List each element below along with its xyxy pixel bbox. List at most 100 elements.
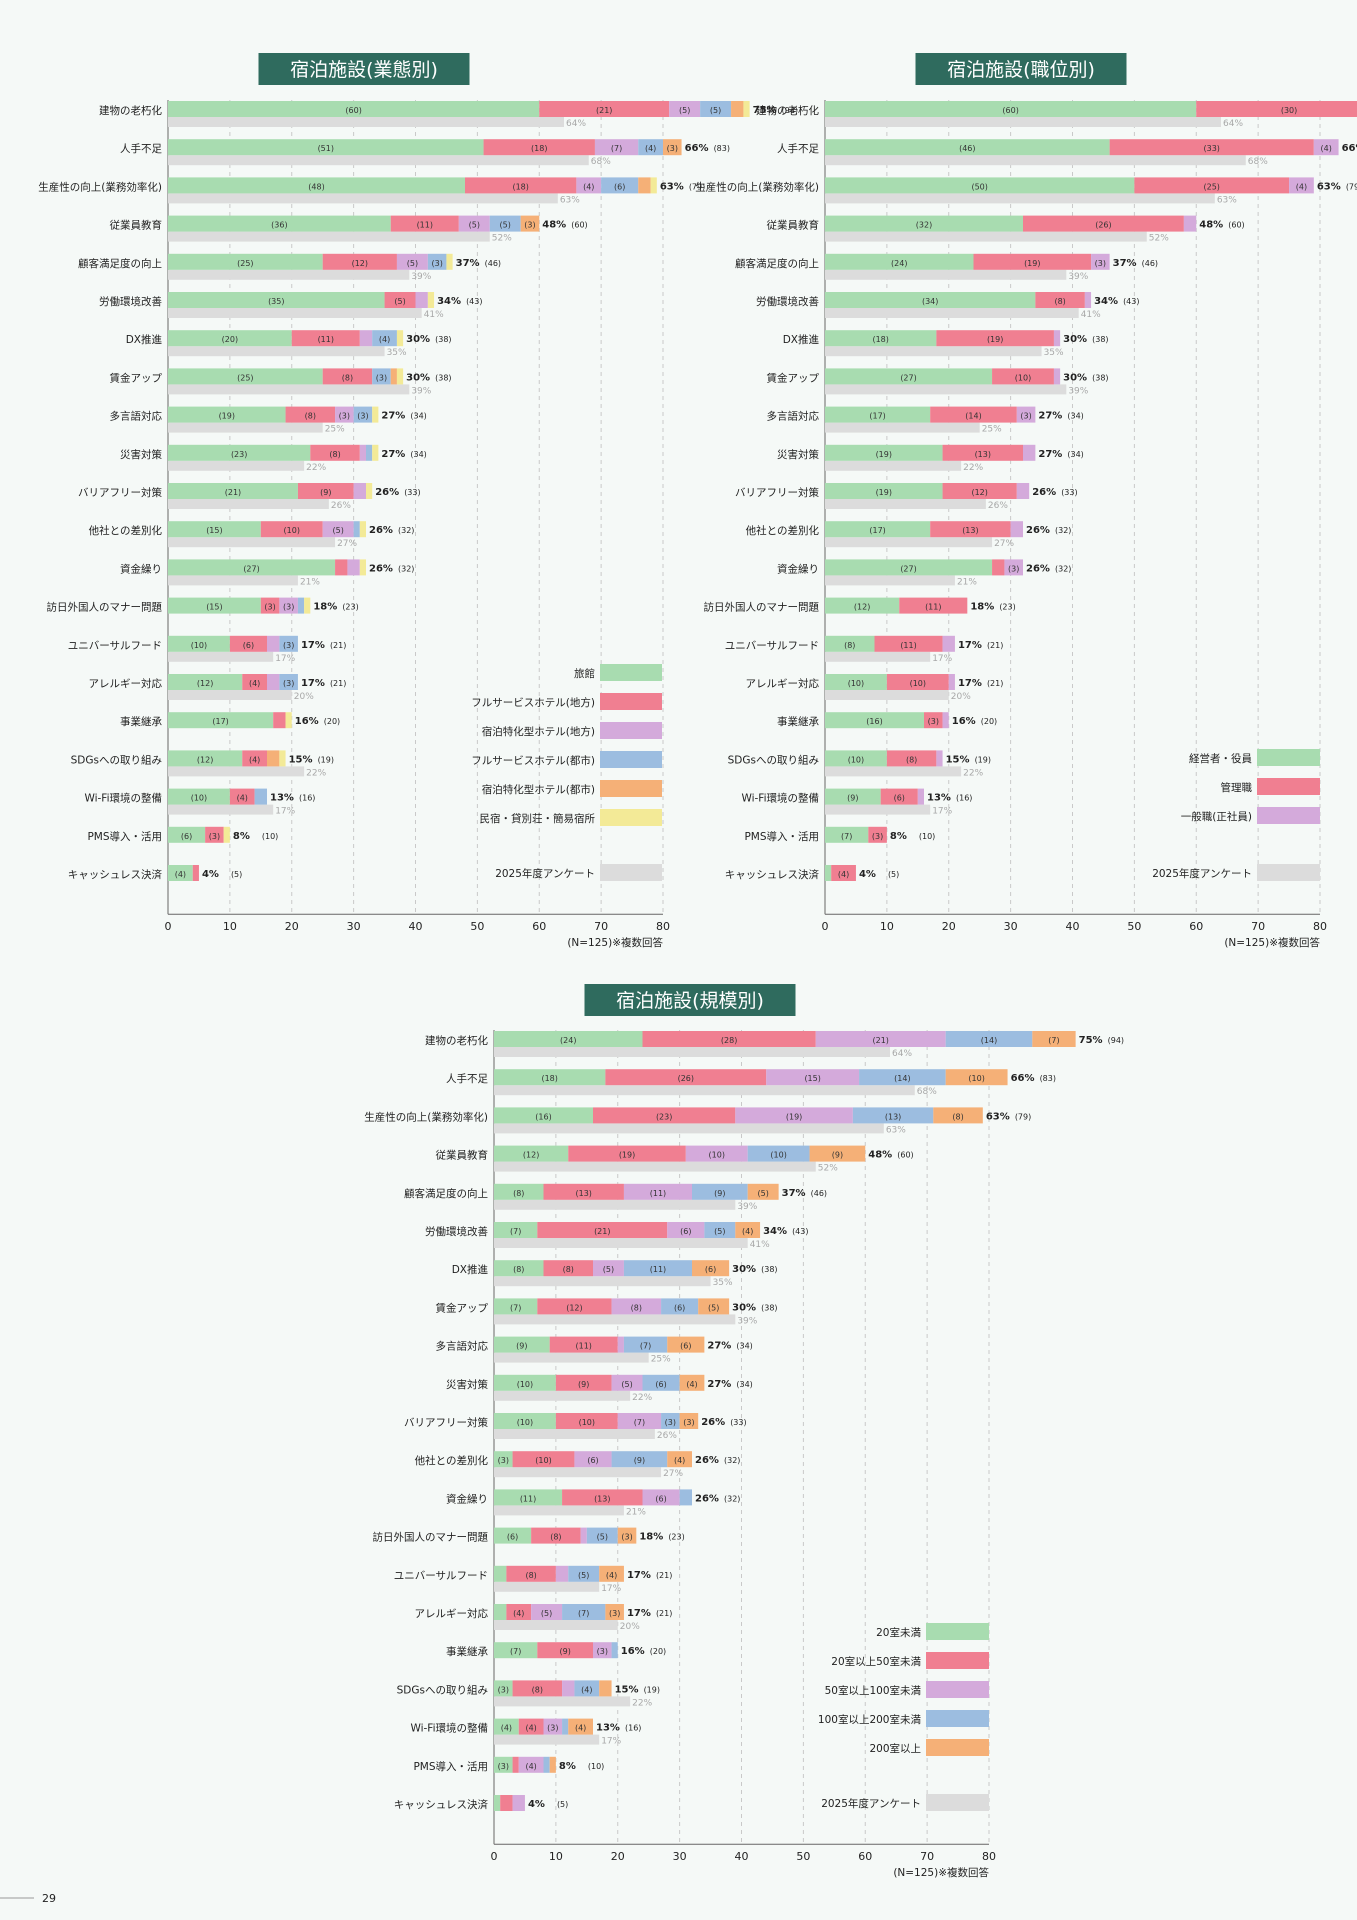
category-label: 建物の老朽化 — [425, 1034, 488, 1047]
prev-year-label: 25% — [325, 425, 345, 435]
segment-value-label: (4) — [175, 870, 186, 879]
bar-segment — [747, 1183, 779, 1200]
prev-year-label: 39% — [737, 1316, 757, 1326]
segment-value-label: (5) — [469, 221, 480, 230]
segment-value-label: (4) — [674, 1456, 685, 1465]
prev-year-bar — [825, 269, 1067, 280]
total-count-label: (32) — [398, 526, 414, 535]
prev-year-bar — [825, 346, 1042, 357]
prev-year-bar — [168, 231, 490, 242]
category-label: 多言語対応 — [767, 410, 820, 423]
bar-segment — [168, 406, 286, 423]
bar-segment — [168, 215, 391, 232]
segment-value-label: (12) — [352, 259, 368, 268]
bar-segment — [267, 750, 280, 767]
total-percent-label: 30% — [732, 1302, 756, 1313]
segment-value-label: (27) — [900, 564, 916, 573]
bar-segment — [494, 1222, 538, 1238]
bar-segment — [692, 1260, 730, 1277]
segment-value-label: (4) — [581, 1685, 592, 1694]
total-count-label: (32) — [1055, 564, 1071, 573]
prev-year-label: 39% — [411, 272, 431, 282]
bar-segment — [704, 1222, 736, 1238]
legend-swatch — [600, 751, 662, 768]
prev-year-bar — [168, 117, 564, 127]
total-count-label: (33) — [404, 488, 420, 497]
bar-segment — [543, 1756, 550, 1773]
bar-segment — [663, 139, 682, 156]
bar-segment — [353, 483, 366, 499]
chart-note: (N=125)※複数回答 — [1224, 936, 1320, 949]
bar-segment — [372, 406, 379, 423]
segment-value-label: (18) — [541, 1074, 557, 1083]
bar-segment — [500, 1795, 513, 1811]
total-count-label: (79) — [689, 182, 705, 191]
bar-segment — [580, 1527, 587, 1544]
category-label: 顧客満足度の向上 — [404, 1187, 488, 1200]
total-percent-label: 17% — [627, 1608, 651, 1619]
total-count-label: (46) — [811, 1189, 827, 1198]
bar-segment — [825, 712, 924, 729]
prev-year-label: 63% — [1217, 195, 1237, 205]
category-label: ユニバーサルフード — [394, 1570, 488, 1582]
segment-value-label: (13) — [576, 1189, 592, 1198]
bar-segment — [669, 101, 701, 117]
segment-value-label: (3) — [667, 144, 678, 153]
prev-year-bar — [168, 651, 274, 662]
segment-value-label: (3) — [547, 1724, 558, 1733]
bar-segment — [543, 1718, 563, 1735]
bar-segment — [747, 1145, 810, 1162]
segment-value-label: (10) — [579, 1418, 595, 1427]
segment-value-label: (10) — [191, 641, 207, 650]
prev-year-label: 26% — [331, 501, 351, 511]
segment-value-label: (8) — [513, 1265, 524, 1274]
prev-year-label: 64% — [1223, 119, 1243, 129]
legend-label: フルサービスホテル(地方) — [471, 696, 595, 709]
bar-segment — [254, 788, 267, 805]
bar-segment — [899, 597, 968, 614]
segment-value-label: (14) — [894, 1074, 910, 1083]
segment-value-label: (9) — [832, 1151, 843, 1160]
bar-segment — [599, 1565, 624, 1582]
segment-value-label: (10) — [517, 1418, 533, 1427]
bar-segment — [948, 674, 955, 690]
prev-year-label: 35% — [713, 1278, 733, 1288]
segment-value-label: (13) — [885, 1112, 901, 1121]
segment-value-label: (11) — [417, 221, 433, 230]
bar-segment — [494, 1336, 550, 1353]
bar-segment — [831, 865, 856, 881]
prev-year-bar — [168, 499, 329, 509]
segment-value-label: (4) — [249, 679, 260, 688]
chart-note: (N=125)※複数回答 — [567, 936, 663, 949]
segment-value-label: (28) — [721, 1036, 737, 1045]
bar-segment — [601, 177, 639, 194]
chart-note: (N=125)※複数回答 — [893, 1866, 989, 1879]
total-percent-label: 30% — [1063, 372, 1087, 383]
x-tick-label: 70 — [920, 1850, 934, 1863]
bar-segment — [506, 1604, 532, 1620]
total-count-label: (20) — [650, 1647, 666, 1656]
category-label: 従業員教育 — [436, 1149, 489, 1162]
bar-segment — [446, 253, 453, 270]
total-count-label: (5) — [231, 870, 242, 879]
segment-value-label: (11) — [650, 1189, 666, 1198]
segment-value-label: (9) — [320, 488, 331, 497]
total-count-label: (16) — [625, 1724, 641, 1733]
bar-segment — [562, 1489, 643, 1506]
category-label: バリアフリー対策 — [78, 486, 162, 499]
segment-value-label: (3) — [283, 679, 294, 688]
category-label: 労働環境改善 — [425, 1225, 488, 1238]
bar-segment — [291, 330, 360, 347]
legend-swatch — [926, 1681, 989, 1698]
total-percent-label: 17% — [301, 640, 325, 651]
total-count-label: (32) — [724, 1456, 740, 1465]
segment-value-label: (4) — [379, 335, 390, 344]
bar-segment — [539, 101, 670, 117]
total-percent-label: 75% — [1079, 1035, 1103, 1046]
bar-segment — [1023, 444, 1036, 461]
total-percent-label: 27% — [707, 1341, 731, 1352]
segment-value-label: (19) — [876, 450, 892, 459]
bar-segment — [415, 292, 428, 308]
x-tick-label: 0 — [491, 1850, 498, 1863]
total-count-label: (23) — [999, 603, 1015, 612]
